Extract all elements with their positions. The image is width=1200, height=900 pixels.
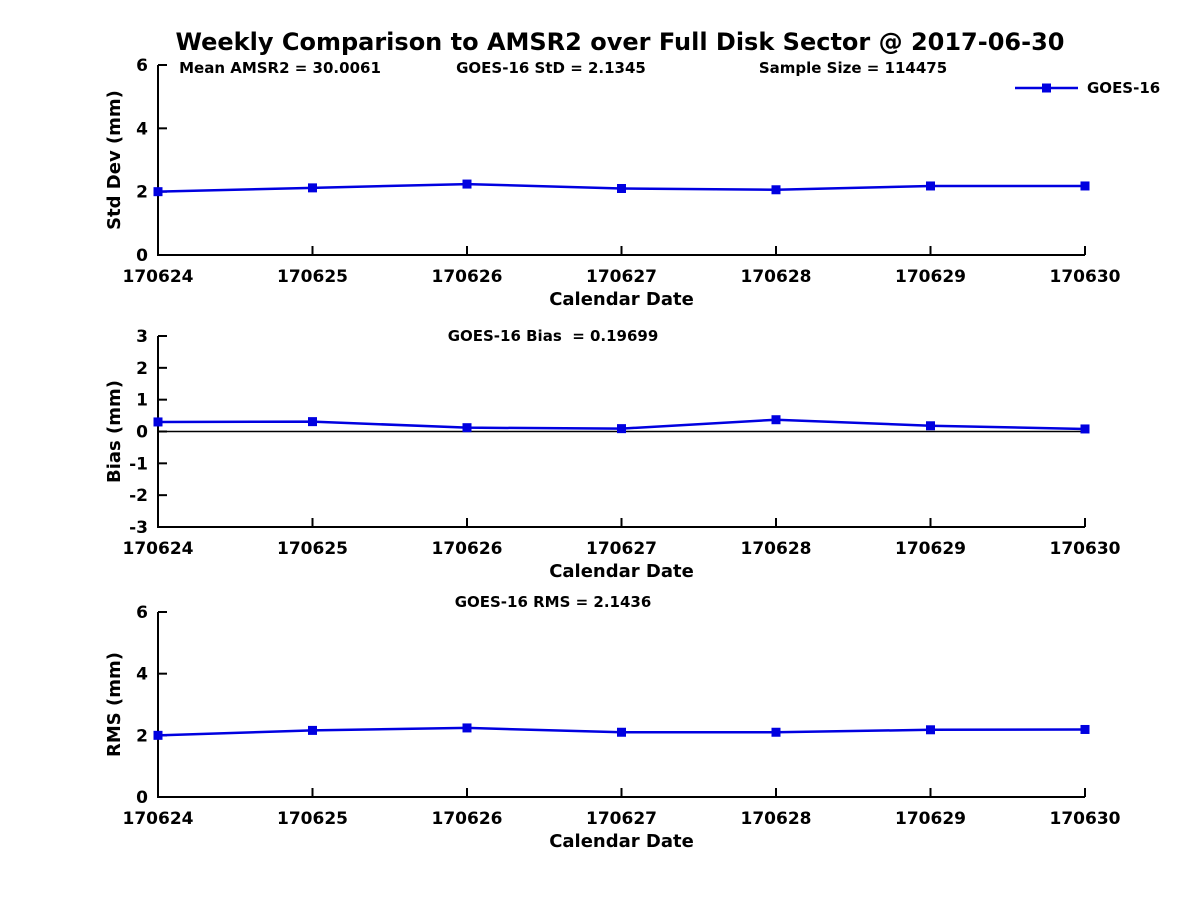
y-tick-label: 0 — [136, 246, 148, 266]
data-point-marker — [926, 725, 935, 735]
data-point-marker — [1080, 424, 1090, 434]
x-tick-label: 170625 — [277, 539, 348, 559]
data-point-marker — [153, 417, 163, 427]
y-tick-label: 4 — [136, 119, 148, 139]
x-tick-label: 170627 — [586, 267, 657, 287]
x-axis-label: Calendar Date — [549, 831, 694, 852]
x-tick-label: 170627 — [586, 809, 657, 829]
y-tick-label: -2 — [129, 486, 148, 506]
stat-annotation: GOES-16 RMS = 2.1436 — [455, 593, 652, 611]
y-tick-label: 2 — [136, 183, 148, 203]
data-point-marker — [153, 187, 163, 197]
x-tick-label: 170628 — [741, 267, 812, 287]
x-tick-label: 170626 — [432, 267, 503, 287]
y-tick-label: 0 — [136, 423, 148, 443]
y-tick-label: 2 — [136, 359, 148, 379]
x-tick-label: 170625 — [277, 809, 348, 829]
stat-annotation: GOES-16 StD = 2.1345 — [456, 59, 646, 77]
data-point-marker — [308, 417, 317, 427]
legend-marker — [1042, 83, 1051, 93]
y-tick-label: -1 — [129, 454, 148, 474]
y-tick-label: 0 — [136, 788, 148, 808]
data-point-marker — [617, 184, 626, 193]
y-tick-label: 6 — [136, 603, 148, 623]
stat-annotation: Sample Size = 114475 — [759, 59, 947, 77]
x-tick-label: 170626 — [432, 809, 503, 829]
stat-annotation: GOES-16 Bias = 0.19699 — [448, 327, 659, 345]
y-tick-label: 6 — [136, 56, 148, 76]
data-point-marker — [771, 185, 781, 195]
data-point-marker — [926, 181, 935, 191]
x-tick-label: 170630 — [1050, 539, 1121, 559]
x-tick-label: 170629 — [895, 539, 966, 559]
data-point-marker — [1080, 181, 1090, 191]
x-axis-label: Calendar Date — [549, 289, 694, 310]
x-tick-label: 170630 — [1050, 267, 1121, 287]
data-point-marker — [1080, 724, 1090, 734]
data-point-marker — [926, 421, 935, 431]
data-point-marker — [462, 179, 472, 189]
x-tick-label: 170628 — [741, 809, 812, 829]
x-tick-label: 170624 — [123, 267, 194, 287]
x-tick-label: 170626 — [432, 539, 503, 559]
y-tick-label: -3 — [129, 518, 148, 538]
data-point-marker — [462, 423, 472, 433]
x-tick-label: 170627 — [586, 539, 657, 559]
y-tick-label: 4 — [136, 665, 148, 685]
x-tick-label: 170630 — [1050, 809, 1121, 829]
y-tick-label: 3 — [136, 327, 148, 347]
y-tick-label: 1 — [136, 391, 148, 411]
data-point-marker — [308, 725, 317, 735]
data-point-marker — [771, 727, 781, 737]
figure-title: Weekly Comparison to AMSR2 over Full Dis… — [175, 28, 1065, 56]
x-tick-label: 170625 — [277, 267, 348, 287]
x-tick-label: 170628 — [741, 539, 812, 559]
data-point-marker — [153, 730, 163, 740]
y-tick-label: 2 — [136, 726, 148, 746]
data-point-marker — [462, 723, 472, 733]
y-axis-label: Std Dev (mm) — [104, 90, 125, 230]
x-tick-label: 170629 — [895, 267, 966, 287]
x-tick-label: 170624 — [123, 809, 194, 829]
y-axis-label: RMS (mm) — [104, 652, 125, 757]
data-point-marker — [308, 183, 317, 193]
x-tick-label: 170624 — [123, 539, 194, 559]
legend-label: GOES-16 — [1087, 79, 1160, 97]
x-axis-label: Calendar Date — [549, 561, 694, 582]
data-point-marker — [617, 424, 626, 434]
x-tick-label: 170629 — [895, 809, 966, 829]
data-point-marker — [771, 415, 781, 425]
data-point-marker — [617, 727, 626, 737]
stat-annotation: Mean AMSR2 = 30.0061 — [179, 59, 381, 77]
y-axis-label: Bias (mm) — [104, 380, 125, 483]
